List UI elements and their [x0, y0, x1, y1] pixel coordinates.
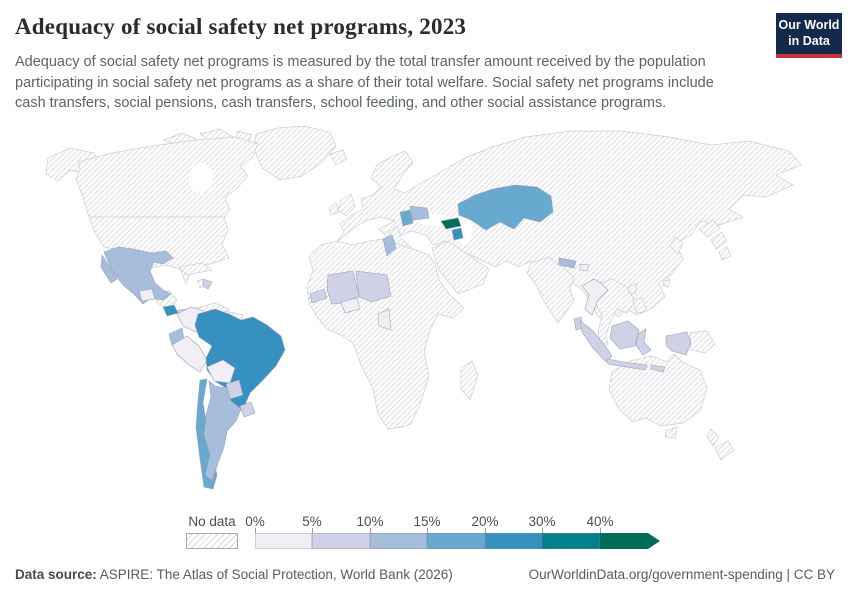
landmass-arabia	[431, 240, 490, 295]
country-thailand[interactable]	[581, 278, 609, 316]
landmass-tasmania	[664, 426, 678, 439]
country-mexico[interactable]	[103, 246, 174, 305]
legend-tick	[542, 528, 543, 534]
owid-logo[interactable]: Our World in Data	[776, 13, 842, 58]
data-source-text: ASPIRE: The Atlas of Social Protection, …	[99, 567, 453, 582]
legend-tick-label: 10%	[356, 514, 384, 529]
owid-logo-line2: in Data	[788, 33, 830, 48]
landmass-papua-new-guinea	[689, 330, 716, 354]
legend-tick-label: 40%	[586, 514, 614, 529]
legend-tick-label: 20%	[471, 514, 499, 529]
country-georgia[interactable]	[440, 217, 462, 230]
country-niger[interactable]	[355, 270, 392, 303]
country-bolivia[interactable]	[206, 359, 236, 384]
landmass-cuba	[178, 262, 213, 276]
country-dominican-republic[interactable]	[202, 278, 213, 290]
legend-tick-label: 0%	[245, 514, 265, 529]
country-indonesia-sumatra[interactable]	[579, 320, 613, 363]
country-mexico-baja[interactable]	[100, 254, 118, 284]
country-indonesia-lesser-sunda[interactable]	[650, 364, 666, 373]
landmass-korea	[669, 236, 684, 255]
legend-bin-0-5%[interactable]	[255, 533, 312, 549]
country-indonesia-sulawesi[interactable]	[635, 328, 652, 356]
landmass-philippines	[632, 297, 648, 314]
chart-url-link[interactable]: OurWorldinData.org/government-spending |…	[528, 567, 835, 582]
landmass-india	[526, 256, 575, 324]
legend-tick-label: 30%	[528, 514, 556, 529]
country-indonesia-borneo[interactable]	[609, 320, 640, 350]
legend-tick	[370, 528, 371, 534]
legend-tick-label: 5%	[302, 514, 322, 529]
landmass-italy	[388, 225, 412, 253]
country-kazakhstan[interactable]	[457, 184, 554, 231]
country-nepal[interactable]	[558, 257, 577, 269]
landmass-philippines	[627, 282, 638, 295]
landmass-iceland	[329, 149, 348, 166]
landmass-ireland	[328, 202, 340, 216]
country-bhutan[interactable]	[579, 263, 590, 272]
landmass-britain	[337, 193, 356, 217]
legend-bin-20-30%[interactable]	[485, 533, 542, 549]
legend-color-bar	[255, 533, 675, 549]
world-map	[0, 118, 850, 513]
no-data-label: No data	[188, 514, 236, 529]
country-argentina[interactable]	[203, 380, 242, 482]
landmass-japan	[698, 219, 721, 238]
landmass-australia	[608, 353, 708, 427]
legend-tick	[312, 528, 313, 534]
legend-bin-30-40%[interactable]	[542, 533, 600, 549]
country-cameroon[interactable]	[377, 308, 392, 331]
legend-tick	[427, 528, 428, 534]
country-tunisia[interactable]	[382, 234, 397, 257]
data-countries	[100, 184, 692, 490]
legend-bin-40%+[interactable]	[600, 533, 660, 549]
chart-subtitle: Adequacy of social safety net programs i…	[15, 54, 714, 112]
country-burkina-faso[interactable]	[340, 297, 361, 314]
country-serbia[interactable]	[399, 209, 414, 227]
legend-bin-15-20%[interactable]	[427, 533, 485, 549]
data-source-label: Data source:	[15, 567, 97, 582]
legend-tick	[485, 528, 486, 534]
legend-tick-label: 15%	[413, 514, 441, 529]
country-peru[interactable]	[171, 335, 208, 373]
country-uruguay[interactable]	[239, 401, 256, 418]
landmass-new-zealand	[706, 428, 720, 447]
country-armenia[interactable]	[451, 227, 464, 241]
landmass-taiwan	[662, 278, 671, 288]
legend-bin-10-15%[interactable]	[370, 533, 427, 549]
country-indonesia-java[interactable]	[606, 358, 648, 371]
landmass-japan	[718, 246, 732, 261]
map-legend: No data 0% 5% 10% 15% 20% 30% 40%	[0, 512, 850, 558]
legend-tick	[255, 528, 256, 534]
legend-tick	[600, 528, 601, 534]
legend-bin-5-10%[interactable]	[312, 533, 370, 549]
landmass-new-zealand	[714, 440, 735, 461]
data-source: Data source: ASPIRE: The Atlas of Social…	[15, 567, 453, 582]
no-data-landmasses	[45, 125, 802, 461]
legend-bar-area: 0% 5% 10% 15% 20% 30% 40%	[245, 512, 675, 558]
landmass-madagascar	[460, 360, 479, 401]
country-indonesia-papua[interactable]	[665, 331, 692, 356]
landmass-greenland	[253, 125, 337, 181]
country-brazil[interactable]	[194, 308, 286, 416]
owid-logo-line1: Our World	[778, 17, 840, 32]
country-senegal[interactable]	[309, 288, 328, 304]
country-guatemala[interactable]	[138, 288, 156, 302]
country-romania[interactable]	[409, 205, 430, 221]
landmass-japan	[710, 231, 728, 250]
page-title: Adequacy of social safety net programs, …	[15, 14, 467, 39]
world-map-svg	[45, 125, 802, 490]
hudson-bay	[189, 163, 213, 193]
country-costa-rica[interactable]	[162, 304, 179, 317]
no-data-swatch[interactable]	[186, 533, 238, 549]
